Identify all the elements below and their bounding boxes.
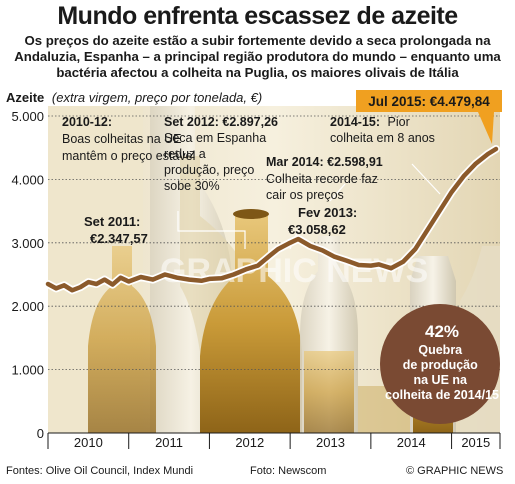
latest-price-badge-pointer [478, 112, 494, 144]
latest-price-badge-text: Jul 2015: €4.479,84 [368, 94, 490, 109]
annotation-mar-2014-line2: cair os preços [266, 188, 344, 202]
y-tick-label: 3.000 [11, 236, 44, 251]
annotation-mar-2014-label: Mar 2014: €2.598,91 [266, 155, 383, 169]
y-tick-label: 4.000 [11, 172, 44, 187]
annotation-set-2012: Set 2012: €2.897,26 Seca em Espanha redu… [164, 115, 281, 193]
callout-circle [380, 304, 500, 424]
pointer-set-2012 [177, 211, 246, 249]
annotation-set-2012-label: Set 2012: €2.897,26 [164, 115, 278, 129]
callout-text: Quebra de produção na UE na colheita de … [385, 343, 499, 402]
annotation-set-2011-label: Set 2011: [84, 214, 140, 229]
callout-text-line4: colheita de 2014/15 [385, 388, 499, 402]
annotation-set-2011-value: €2.347,57 [90, 231, 148, 246]
callout-text-line1: Quebra [418, 343, 463, 357]
x-tick-label: 2015 [461, 435, 490, 450]
annotation-mar-2014-line1: Colheita recorde faz [266, 172, 378, 186]
pointer-mar-2014 [329, 183, 346, 202]
bottle-photo-background [48, 106, 500, 433]
annotation-fev-2013: Fev 2013: €3.058,62 [288, 205, 361, 237]
footer: Fontes: Olive Oil Council, Index Mundi F… [0, 463, 515, 481]
annotation-2014-15-line2: colheita em 8 anos [330, 131, 435, 145]
annotation-mar-2014: Mar 2014: €2.598,91 Colheita recorde faz… [266, 155, 386, 202]
footer-sources: Fontes: Olive Oil Council, Index Mundi [6, 465, 194, 477]
annotation-set-2012-line1: Seca em Espanha [164, 131, 266, 145]
annotation-2014-15-label: 2014-15: [330, 115, 380, 129]
y-axis: 0 1.000 2.000 3.000 4.000 5.000 [11, 109, 44, 441]
x-tick-label: 2013 [316, 435, 345, 450]
y-axis-label-main: Azeite [6, 90, 44, 105]
annotation-2010-12-line1: Boas colheitas na UE [62, 132, 182, 146]
production-drop-callout: 42% Quebra de produção na UE na colheita… [380, 304, 500, 424]
annotation-2014-15-line1: Pior [388, 115, 410, 129]
footer-photo: Foto: Newscom [250, 465, 327, 477]
annotation-2010-12-label: 2010-12: [62, 115, 112, 129]
annotation-set-2011: Set 2011: €2.347,57 [84, 214, 148, 246]
y-tick-label: 1.000 [11, 363, 44, 378]
footer-credit: © GRAPHIC NEWS [406, 465, 504, 477]
annotation-2010-12-line2: mantêm o preço estável [62, 149, 195, 163]
y-axis-label-note: (extra virgem, preço por tonelada, €) [52, 90, 262, 105]
x-tick-label: 2010 [74, 435, 103, 450]
callout-value: 42% [425, 322, 459, 341]
annotations: 2010-12: Boas colheitas na UE mantêm o p… [62, 115, 435, 246]
y-axis-label: Azeite (extra virgem, preço por tonelada… [6, 90, 262, 105]
annotation-set-2012-line3: produção, preço [164, 163, 254, 177]
x-tick-label: 2011 [155, 435, 183, 450]
y-tick-label: 2.000 [11, 299, 44, 314]
latest-price-badge: Jul 2015: €4.479,84 [356, 90, 502, 144]
page-subtitle: Os preços do azeite estão a subir fortem… [14, 33, 501, 80]
annotation-set-2012-line4: sobe 30% [164, 179, 220, 193]
x-tick-label: 2012 [235, 435, 264, 450]
x-axis: 2010 2011 2012 2013 2014 2015 [47, 432, 501, 450]
y-tick-label: 5.000 [11, 109, 44, 124]
y-tick-label: 0 [37, 426, 44, 441]
annotation-2014-15: 2014-15: Pior colheita em 8 anos [330, 115, 435, 145]
latest-price-badge-bg [356, 90, 502, 112]
annotation-set-2012-line2: reduz a [164, 147, 206, 161]
price-line [45, 146, 499, 293]
callout-text-line3: na UE na [414, 373, 469, 387]
page-title: Mundo enfrenta escassez de azeite [57, 2, 458, 30]
callout-text-line2: de produção [403, 358, 478, 372]
x-tick-label: 2014 [397, 435, 426, 450]
chart-area: 0 1.000 2.000 3.000 4.000 5.000 2010 2011 2012 2… [0, 86, 515, 464]
annotation-fev-2013-label: Fev 2013: [298, 205, 357, 220]
annotation-fev-2013-value: €3.058,62 [288, 222, 346, 237]
annotation-2010-12: 2010-12: Boas colheitas na UE mantêm o p… [62, 115, 195, 163]
pointer-2014-15 [411, 163, 441, 195]
